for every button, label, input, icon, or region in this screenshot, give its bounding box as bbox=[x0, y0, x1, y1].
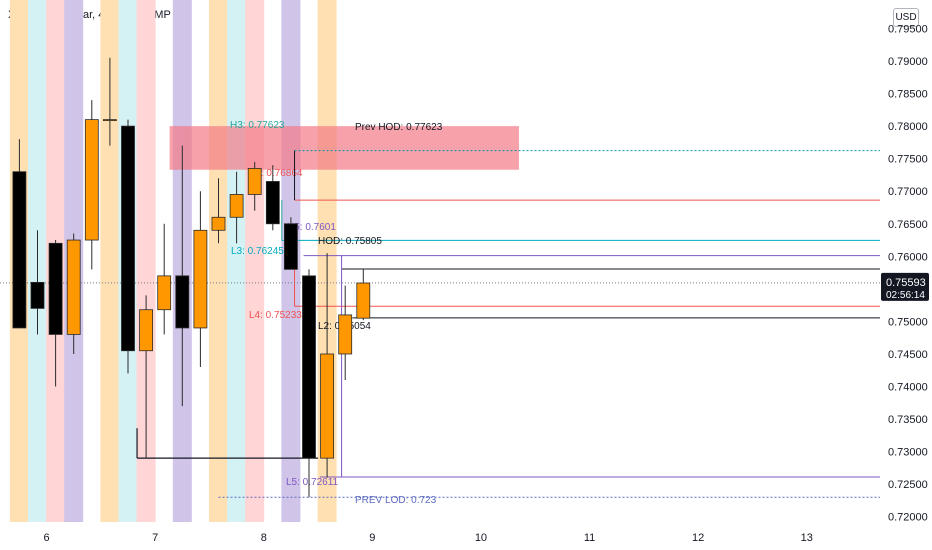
time-tick-label: 8 bbox=[261, 532, 267, 544]
price-tick-label: 0.77000 bbox=[888, 186, 928, 198]
price-tick-label: 0.73500 bbox=[888, 414, 928, 426]
time-scale[interactable]: 6 7 8 9 10 11 12 13 bbox=[43, 532, 812, 544]
price-tick-label: 0.79500 bbox=[888, 23, 928, 35]
candle-body bbox=[103, 119, 117, 122]
level-label: PREV LOD: 0.723 bbox=[355, 495, 437, 506]
price-tick-label: 0.78000 bbox=[888, 121, 928, 133]
candle-body bbox=[121, 125, 135, 352]
time-tick-label: 13 bbox=[801, 532, 813, 544]
price-tick-label: 0.74500 bbox=[888, 349, 928, 361]
level-label: H3: 0.77623 bbox=[230, 120, 285, 131]
session-band bbox=[136, 0, 156, 522]
price-tick-label: 0.75000 bbox=[888, 316, 928, 328]
time-tick-label: 10 bbox=[475, 532, 487, 544]
price-tick-label: 0.79000 bbox=[888, 56, 928, 68]
level-label: L5: 0.72611 bbox=[286, 477, 339, 488]
price-tick-label: 0.76500 bbox=[888, 219, 928, 231]
price-tick-label: 0.74000 bbox=[888, 382, 928, 394]
current-price-value: 0.75593 bbox=[886, 277, 926, 289]
currency-button[interactable]: USD bbox=[893, 8, 919, 27]
price-tick-label: 0.77500 bbox=[888, 154, 928, 166]
price-tick-label: 0.76000 bbox=[888, 251, 928, 263]
prev-day-zone-rect bbox=[169, 126, 519, 170]
price-tick-label: 0.78500 bbox=[888, 89, 928, 101]
candle-body bbox=[229, 194, 244, 218]
price-scale[interactable]: 0.72000 0.72500 0.73000 0.73500 0.74000 0.745… bbox=[888, 23, 928, 523]
time-tick-label: 9 bbox=[369, 532, 375, 544]
candle-body bbox=[211, 216, 226, 231]
session-band bbox=[209, 0, 228, 522]
candle-body bbox=[66, 239, 81, 335]
session-band bbox=[245, 0, 265, 522]
candle-body bbox=[12, 171, 27, 329]
current-price-box bbox=[881, 272, 929, 301]
countdown-value: 02:56:14 bbox=[886, 290, 925, 301]
candle-body bbox=[157, 275, 172, 311]
candle-body bbox=[84, 119, 99, 241]
level-label: HOD: 0.75805 bbox=[318, 236, 382, 247]
candle-body bbox=[48, 242, 63, 335]
level-label: H4: 0.76864 bbox=[248, 168, 303, 179]
candle-body bbox=[139, 309, 154, 352]
price-tick-label: 0.72500 bbox=[888, 479, 928, 491]
candle-body bbox=[283, 223, 298, 270]
time-tick-label: 12 bbox=[692, 532, 704, 544]
candle-body bbox=[175, 275, 190, 329]
candle-body bbox=[338, 314, 353, 355]
candles bbox=[12, 57, 371, 498]
candle-body bbox=[356, 282, 371, 319]
level-label: L3: 0.76245 bbox=[231, 246, 284, 257]
time-tick-label: 11 bbox=[584, 532, 595, 544]
level-label: L4: 0.75233 bbox=[249, 310, 302, 321]
level-label: Prev HOD: 0.77623 bbox=[355, 122, 443, 133]
candle-body bbox=[265, 181, 280, 225]
prev-day-zone bbox=[169, 126, 519, 170]
candle-body bbox=[247, 168, 262, 195]
session-band bbox=[227, 0, 247, 522]
candle-body bbox=[193, 229, 208, 329]
level-lines: H3: 0.77623 Prev HOD: 0.77623 H4: 0.76864 H… bbox=[0, 120, 880, 506]
time-tick-label: 7 bbox=[152, 532, 158, 544]
level-label: H5: 0.7601 bbox=[287, 222, 336, 233]
candle-body bbox=[30, 281, 45, 309]
time-tick-label: 6 bbox=[43, 532, 49, 544]
candle-body bbox=[320, 353, 335, 459]
price-tick-label: 0.72000 bbox=[888, 512, 928, 524]
session-band bbox=[100, 0, 120, 522]
candle-body bbox=[302, 275, 316, 459]
price-tick-label: 0.73000 bbox=[888, 447, 928, 459]
